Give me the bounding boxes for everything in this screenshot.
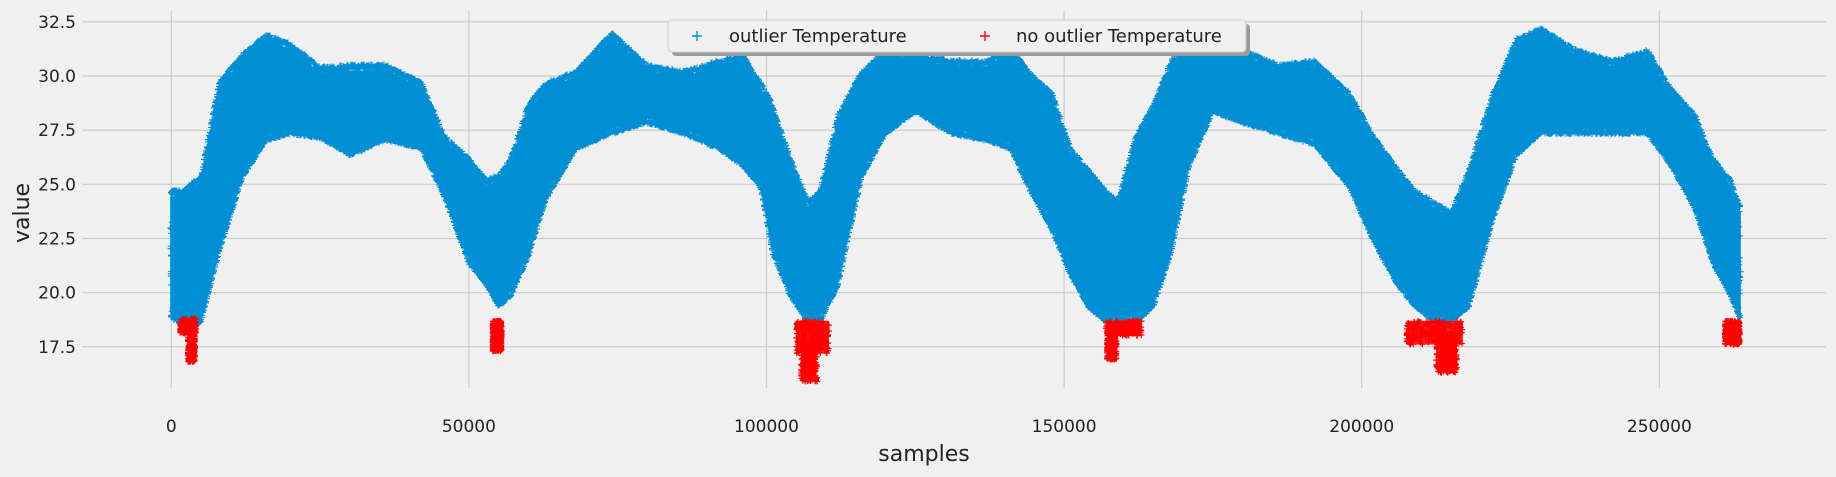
y-tick-label: 27.5 — [38, 121, 76, 141]
y-tick-label: 30.0 — [38, 67, 76, 87]
x-tick-label: 50000 — [442, 417, 496, 437]
no-outlier-cluster-5 — [1721, 317, 1743, 348]
plus-marker-icon — [692, 31, 702, 41]
x-axis-ticks: 0 50000 100000 150000 200000 250000 — [166, 417, 1692, 437]
legend-marker-no-outlier-temperature — [980, 31, 990, 41]
no-outlier-cluster-2 — [793, 318, 832, 385]
no-outlier-cluster-3 — [1102, 317, 1145, 363]
plus-marker-icon — [980, 31, 990, 41]
y-tick-label: 22.5 — [38, 230, 76, 250]
legend-label-no-outlier-temperature: no outlier Temperature — [1016, 26, 1222, 47]
legend-box — [667, 19, 1247, 53]
y-axis-label: value — [10, 183, 35, 243]
no-outlier-cluster-4 — [1403, 317, 1466, 376]
legend-label-outlier-temperature: outlier Temperature — [729, 26, 907, 47]
no-outlier-temperature-markers — [489, 317, 505, 355]
no-outlier-temperature-markers — [1721, 317, 1743, 348]
y-tick-label: 20.0 — [38, 284, 76, 304]
no-outlier-temperature-markers — [1403, 317, 1466, 376]
x-tick-label: 250000 — [1627, 417, 1692, 437]
no-outlier-temperature-markers — [1102, 317, 1145, 363]
x-axis-label: samples — [878, 442, 969, 467]
x-tick-label: 0 — [166, 417, 177, 437]
y-axis-ticks: 17.5 20.0 22.5 25.0 27.5 30.0 32.5 — [38, 13, 76, 358]
series-no-outlier-temperature — [177, 315, 1743, 385]
x-tick-label: 150000 — [1032, 417, 1097, 437]
no-outlier-cluster-0 — [177, 315, 200, 365]
y-tick-label: 25.0 — [38, 175, 76, 195]
x-tick-label: 100000 — [734, 417, 799, 437]
no-outlier-cluster-1 — [489, 317, 505, 355]
no-outlier-temperature-markers — [177, 315, 200, 365]
no-outlier-temperature-markers — [793, 318, 832, 385]
legend: outlier Temperature no outlier Temperatu… — [667, 19, 1250, 56]
x-tick-label: 200000 — [1329, 417, 1394, 437]
y-tick-label: 17.5 — [38, 338, 76, 358]
legend-marker-outlier-temperature — [692, 31, 702, 41]
series-outlier-temperature — [167, 20, 1744, 330]
y-tick-label: 32.5 — [38, 13, 76, 33]
